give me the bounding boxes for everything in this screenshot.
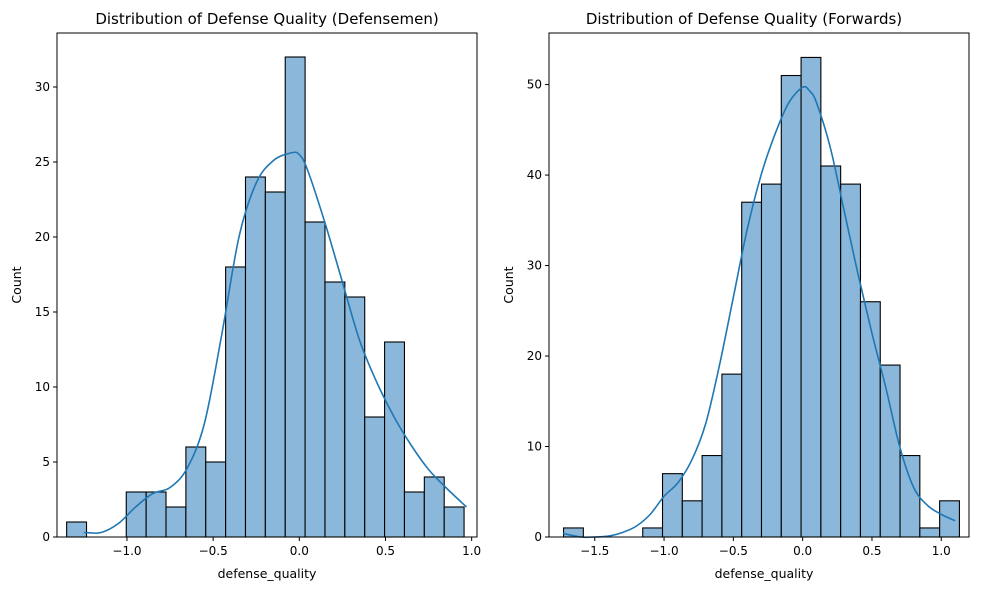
y-tick-label: 40	[527, 168, 542, 182]
x-tick-label: −1.0	[649, 544, 678, 558]
histogram-bar	[344, 296, 366, 538]
plot-frame	[548, 32, 970, 538]
histogram-bar	[800, 56, 822, 538]
x-tick-label: 1.0	[462, 544, 481, 558]
x-tick-label: 0.0	[290, 544, 309, 558]
histogram-bar	[642, 527, 664, 538]
histogram-bar	[780, 74, 802, 538]
histogram-bar	[721, 373, 743, 538]
x-tick-label: 1.0	[932, 544, 951, 558]
histogram-bar	[741, 201, 763, 538]
histogram-bar	[384, 341, 406, 538]
y-tick-label: 10	[527, 440, 542, 454]
x-axis-ticks: −1.5 −1.0 −0.5 0.0 0.5 1.0	[580, 537, 951, 558]
y-tick-label: 0	[534, 530, 542, 544]
x-tick-label: −0.5	[199, 544, 228, 558]
y-tick-label: 10	[35, 380, 50, 394]
histogram-bar	[919, 527, 941, 538]
chart-title: Distribution of Defense Quality (Defense…	[95, 10, 438, 28]
y-tick-label: 50	[527, 78, 542, 92]
histogram-bar	[879, 364, 901, 538]
y-tick-label: 15	[35, 305, 50, 319]
x-axis-ticks: −1.0 −0.5 0.0 0.5 1.0	[112, 537, 481, 558]
histogram-bar	[760, 183, 782, 538]
histogram-bar	[264, 191, 286, 538]
histogram-bar	[701, 455, 723, 538]
x-axis-label: defense_quality	[218, 566, 317, 581]
histogram-bar	[820, 165, 842, 538]
x-tick-label: 0.5	[862, 544, 881, 558]
x-tick-label: −1.5	[580, 544, 609, 558]
histogram-bar	[125, 491, 147, 538]
kde-curve-group	[562, 85, 956, 539]
histogram-bar	[66, 521, 88, 538]
histogram-bars	[562, 56, 960, 538]
y-axis-label: Count	[501, 266, 516, 303]
chart-forwards: Distribution of Defense Quality (Forward…	[501, 10, 970, 581]
y-tick-label: 0	[42, 530, 50, 544]
histogram-bar	[165, 506, 187, 538]
histogram-bar	[403, 491, 425, 538]
histogram-bar	[681, 500, 703, 538]
plot-frame	[56, 32, 478, 538]
x-tick-label: 0.0	[793, 544, 812, 558]
histogram-bar	[145, 491, 167, 538]
histogram-bar	[899, 455, 921, 538]
x-axis-label: defense_quality	[715, 566, 814, 581]
x-tick-label: 0.5	[376, 544, 395, 558]
y-axis-ticks: 0 5 10 15 20 25 30	[35, 80, 57, 544]
histogram-bar	[661, 473, 683, 538]
histogram-bar	[324, 281, 346, 538]
kde-curve-group	[83, 151, 468, 534]
histogram-bar	[205, 461, 227, 538]
kde-curve	[562, 85, 956, 539]
x-tick-label: −0.5	[719, 544, 748, 558]
chart-title: Distribution of Defense Quality (Forward…	[586, 10, 902, 28]
chart-defensemen: Distribution of Defense Quality (Defense…	[9, 10, 481, 581]
y-tick-label: 20	[35, 230, 50, 244]
y-tick-label: 30	[35, 80, 50, 94]
histogram-bar	[304, 221, 326, 538]
histogram-bar	[423, 476, 445, 538]
histogram-bars	[66, 56, 465, 538]
histogram-bar	[284, 56, 306, 538]
histogram-bar	[225, 266, 247, 538]
y-tick-label: 30	[527, 259, 542, 273]
y-tick-label: 5	[42, 455, 50, 469]
y-tick-label: 25	[35, 155, 50, 169]
y-axis-label: Count	[9, 266, 24, 303]
histogram-bar	[364, 416, 386, 538]
kde-curve	[83, 151, 468, 534]
x-tick-label: −1.0	[112, 544, 141, 558]
histogram-bar	[859, 301, 881, 538]
histogram-bar	[443, 506, 465, 538]
histogram-bar	[185, 446, 207, 538]
histogram-bar	[244, 176, 266, 538]
y-tick-label: 20	[527, 349, 542, 363]
y-axis-ticks: 0 10 20 30 40 50	[527, 78, 549, 544]
